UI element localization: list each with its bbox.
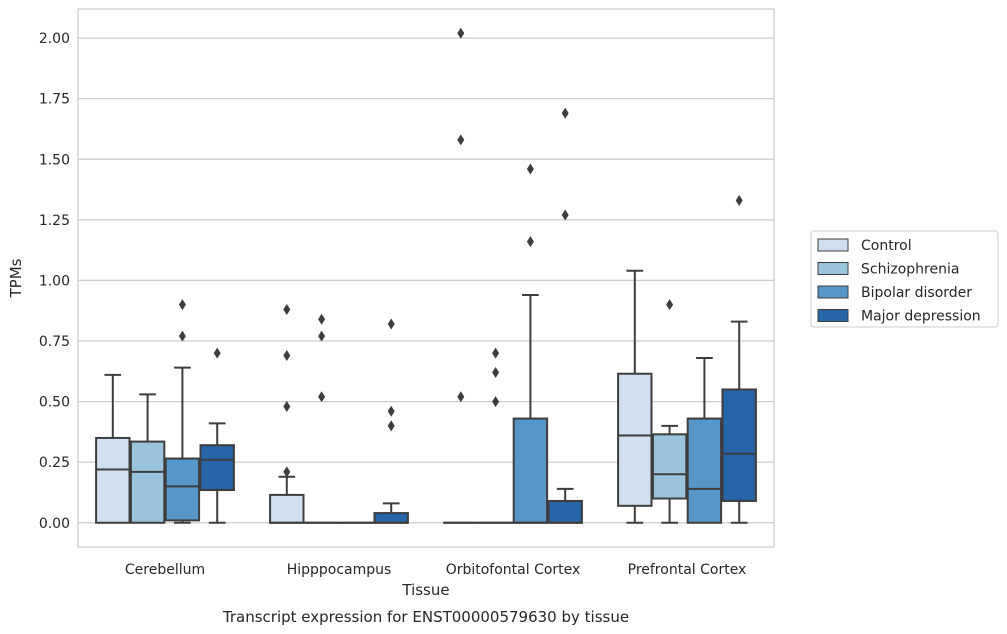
box-body <box>547 499 583 524</box>
outlier-point <box>666 299 674 311</box>
outlier-point <box>735 194 743 206</box>
box-1-0 <box>269 304 305 524</box>
legend-entry: Bipolar disorder <box>861 285 972 301</box>
box-0-1 <box>129 393 166 524</box>
outlier-point <box>457 27 465 39</box>
y-tick-label: 0.75 <box>39 334 70 350</box>
box-body <box>373 512 409 524</box>
plot-area-frame <box>77 8 775 548</box>
box-2-3 <box>547 107 583 524</box>
outlier-point <box>283 400 291 412</box>
chart-title: Transcript expression for ENST0000057963… <box>222 608 629 626</box>
outlier-point <box>492 396 500 408</box>
outlier-point <box>457 391 465 403</box>
legend-swatch <box>817 262 849 275</box>
box-groups <box>95 27 757 524</box>
outlier-point <box>492 347 500 359</box>
y-tick-label: 0.25 <box>39 455 70 471</box>
outlier-point <box>178 330 186 342</box>
box-body <box>269 493 305 524</box>
box-2-2 <box>512 163 549 524</box>
box-body <box>199 444 235 492</box>
x-tick-label: Cerebellum <box>125 562 205 578</box>
x-tick-label: Hipppocampus <box>287 562 392 578</box>
x-tick-labels: Cerebellum Hipppocampus Orbitofontal Corte… <box>125 562 746 578</box>
outlier-point <box>283 304 291 316</box>
legend-frame <box>810 230 999 328</box>
outlier-point <box>561 107 569 119</box>
box-2-0 <box>443 27 479 524</box>
box-body <box>617 372 653 507</box>
y-axis-title: TPMs <box>7 258 25 298</box>
box-3-2 <box>686 356 723 524</box>
legend-entry: Schizophrenia <box>861 262 959 278</box>
y-tick-label: 2.00 <box>39 31 70 47</box>
legend-swatch <box>817 238 849 252</box>
legend-swatch <box>817 285 849 299</box>
outlier-point <box>387 318 395 330</box>
y-tick-label: 1.25 <box>39 213 70 229</box>
box-body <box>512 417 549 524</box>
box-3-1 <box>651 299 688 524</box>
outlier-point <box>457 134 465 146</box>
box-3-0 <box>617 269 653 524</box>
outlier-point <box>283 466 291 478</box>
box-2-1 <box>477 347 514 524</box>
box-0-2 <box>164 299 201 524</box>
box-body <box>686 417 723 524</box>
outlier-point <box>318 391 326 403</box>
outlier-point <box>213 347 221 359</box>
box-body <box>129 440 166 524</box>
x-tick-label: Orbitofontal Cortex <box>446 562 581 578</box>
y-tick-label: 0.00 <box>39 516 70 532</box>
outlier-point <box>526 236 534 248</box>
box-0-0 <box>95 373 131 524</box>
outlier-point <box>526 163 534 175</box>
y-tick-label: 0.50 <box>39 395 70 411</box>
legend-entry: Major depression <box>861 309 981 325</box>
y-tick-label: 1.50 <box>39 152 70 168</box>
outlier-point <box>283 350 291 362</box>
box-body <box>95 436 131 524</box>
outlier-point <box>318 330 326 342</box>
box-1-1 <box>303 313 340 524</box>
box-1-3 <box>373 318 409 524</box>
outlier-point <box>387 420 395 432</box>
legend: Control Schizophrenia Bipolar disorder Majo… <box>810 230 999 328</box>
x-tick-label: Prefrontal Cortex <box>628 562 747 578</box>
outlier-point <box>387 405 395 417</box>
box-0-3 <box>199 347 235 524</box>
y-tick-label: 1.75 <box>39 92 70 108</box>
box-body <box>651 433 688 500</box>
outlier-point <box>492 367 500 379</box>
legend-entry: Control <box>861 238 912 254</box>
legend-swatch <box>817 309 849 322</box>
outlier-point <box>561 209 569 221</box>
outlier-point <box>178 299 186 311</box>
box-body <box>164 457 201 522</box>
y-tick-label: 1.00 <box>39 273 70 289</box>
y-tick-labels: 0.00 0.25 0.50 0.75 1.00 1.25 1.50 1.75 2.00 <box>39 31 70 532</box>
x-axis-title: Tissue <box>401 581 449 599</box>
outlier-point <box>318 313 326 325</box>
box-3-3 <box>721 194 757 524</box>
box-body <box>721 388 757 502</box>
